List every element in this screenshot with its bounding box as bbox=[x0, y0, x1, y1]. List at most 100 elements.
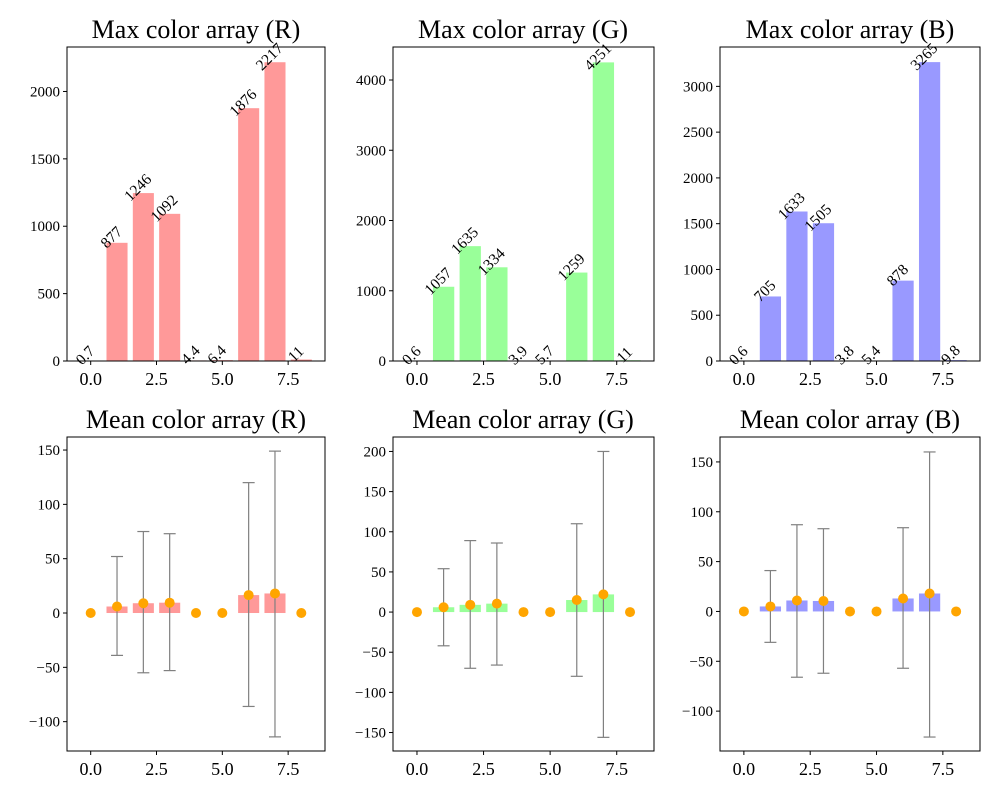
y-tick-label: 500 bbox=[691, 308, 714, 324]
mean-marker bbox=[791, 595, 802, 606]
x-tick-label: 2.5 bbox=[145, 369, 168, 389]
data-label: 3.8 bbox=[832, 342, 858, 368]
y-tick-label: 3000 bbox=[683, 79, 713, 95]
mean-marker bbox=[818, 595, 829, 606]
bar bbox=[892, 280, 914, 361]
y-tick-label: 1000 bbox=[356, 284, 386, 300]
y-tick-label: 0 bbox=[379, 605, 387, 621]
y-tick-label: 50 bbox=[698, 555, 713, 571]
chart-title: Mean color array (R) bbox=[86, 405, 306, 434]
chart-title: Mean color array (G) bbox=[412, 405, 634, 434]
bar bbox=[159, 213, 181, 361]
y-tick-label: −150 bbox=[355, 726, 386, 742]
mean-marker bbox=[138, 598, 149, 609]
mean-marker bbox=[85, 608, 96, 619]
mean-marker bbox=[625, 607, 636, 618]
y-tick-label: 2000 bbox=[30, 84, 60, 100]
y-tick-label: 1500 bbox=[683, 217, 713, 233]
mean-marker bbox=[738, 606, 749, 617]
x-tick-label: 5.0 bbox=[865, 369, 888, 389]
bar bbox=[106, 242, 128, 361]
x-tick-label: 2.5 bbox=[799, 759, 822, 779]
y-tick-label: 0 bbox=[706, 354, 714, 370]
data-label: 4.4 bbox=[178, 342, 204, 368]
y-tick-label: 0 bbox=[53, 354, 61, 370]
x-tick-label: 2.5 bbox=[472, 369, 495, 389]
mean-marker bbox=[191, 608, 201, 619]
y-tick-label: −50 bbox=[363, 645, 386, 661]
x-tick-label: 0.0 bbox=[406, 759, 429, 779]
y-tick-label: 150 bbox=[38, 443, 61, 459]
x-tick-label: 7.5 bbox=[277, 369, 300, 389]
y-tick-label: −50 bbox=[690, 654, 713, 670]
mean-marker bbox=[845, 606, 855, 617]
x-tick-label: 7.5 bbox=[605, 369, 628, 389]
y-tick-label: 50 bbox=[45, 552, 60, 568]
y-tick-label: −100 bbox=[682, 704, 713, 720]
y-tick-label: 0 bbox=[53, 606, 61, 622]
bar bbox=[486, 267, 508, 361]
mean-marker bbox=[871, 606, 882, 617]
y-tick-label: 2000 bbox=[356, 214, 386, 230]
panel-mean-r: Mean color array (R) 0.0 2.5 5.0 7.5 −100 −50… bbox=[29, 405, 326, 779]
mean-marker bbox=[545, 607, 556, 618]
data-label: 0.6 bbox=[399, 343, 425, 369]
mean-marker bbox=[164, 597, 175, 608]
y-tick-label: 100 bbox=[38, 497, 61, 513]
y-tick-label: 100 bbox=[364, 525, 387, 541]
chart-title: Mean color array (B) bbox=[740, 405, 960, 434]
bar bbox=[759, 296, 782, 361]
axes-frame bbox=[719, 46, 981, 362]
mean-marker bbox=[296, 608, 307, 619]
y-tick-label: 100 bbox=[691, 505, 714, 521]
y-tick-label: −50 bbox=[37, 660, 60, 676]
mean-marker bbox=[765, 601, 776, 612]
chart-title: Max color array (R) bbox=[92, 15, 301, 44]
data-label: 5.7 bbox=[532, 342, 558, 368]
data-label: 0.6 bbox=[726, 343, 752, 369]
x-tick-label: 5.0 bbox=[211, 759, 234, 779]
x-tick-label: 0.0 bbox=[733, 759, 756, 779]
panel-mean-b: Mean color array (B) 0.0 2.5 5.0 7.5 −100 −50… bbox=[682, 405, 981, 779]
axes-frame bbox=[392, 46, 655, 362]
bar bbox=[459, 246, 481, 361]
x-tick-label: 0.0 bbox=[733, 369, 756, 389]
bar bbox=[786, 211, 808, 361]
y-tick-label: −100 bbox=[29, 715, 60, 731]
bar bbox=[290, 359, 312, 361]
mean-marker bbox=[465, 599, 476, 610]
data-label: 0.7 bbox=[73, 343, 99, 369]
y-tick-label: 150 bbox=[691, 455, 714, 471]
x-tick-label: 7.5 bbox=[932, 369, 955, 389]
y-tick-label: 1500 bbox=[30, 152, 60, 168]
bar bbox=[432, 286, 455, 361]
x-tick-label: 2.5 bbox=[472, 759, 495, 779]
mean-marker bbox=[491, 598, 502, 609]
mean-marker bbox=[518, 607, 529, 618]
y-tick-label: 3000 bbox=[356, 143, 386, 159]
y-tick-label: 1000 bbox=[30, 219, 60, 235]
y-tick-label: 1000 bbox=[683, 262, 713, 278]
mean-marker bbox=[951, 606, 962, 617]
data-label: 5.4 bbox=[858, 342, 884, 368]
x-tick-label: 7.5 bbox=[605, 759, 628, 779]
axes-frame bbox=[392, 436, 655, 752]
x-tick-label: 0.0 bbox=[406, 369, 429, 389]
mean-marker bbox=[411, 607, 422, 618]
y-tick-label: 150 bbox=[364, 485, 387, 501]
mean-marker bbox=[898, 593, 909, 604]
bar bbox=[918, 62, 941, 362]
axes-frame bbox=[66, 46, 326, 362]
mean-marker bbox=[243, 590, 254, 601]
y-tick-label: 2000 bbox=[683, 171, 713, 187]
mean-marker bbox=[112, 601, 123, 612]
x-tick-label: 5.0 bbox=[865, 759, 888, 779]
mean-marker bbox=[217, 608, 228, 619]
y-tick-label: 0 bbox=[379, 354, 387, 370]
data-label: 9.8 bbox=[938, 342, 964, 368]
axes-frame bbox=[719, 436, 981, 752]
bar bbox=[238, 108, 260, 361]
